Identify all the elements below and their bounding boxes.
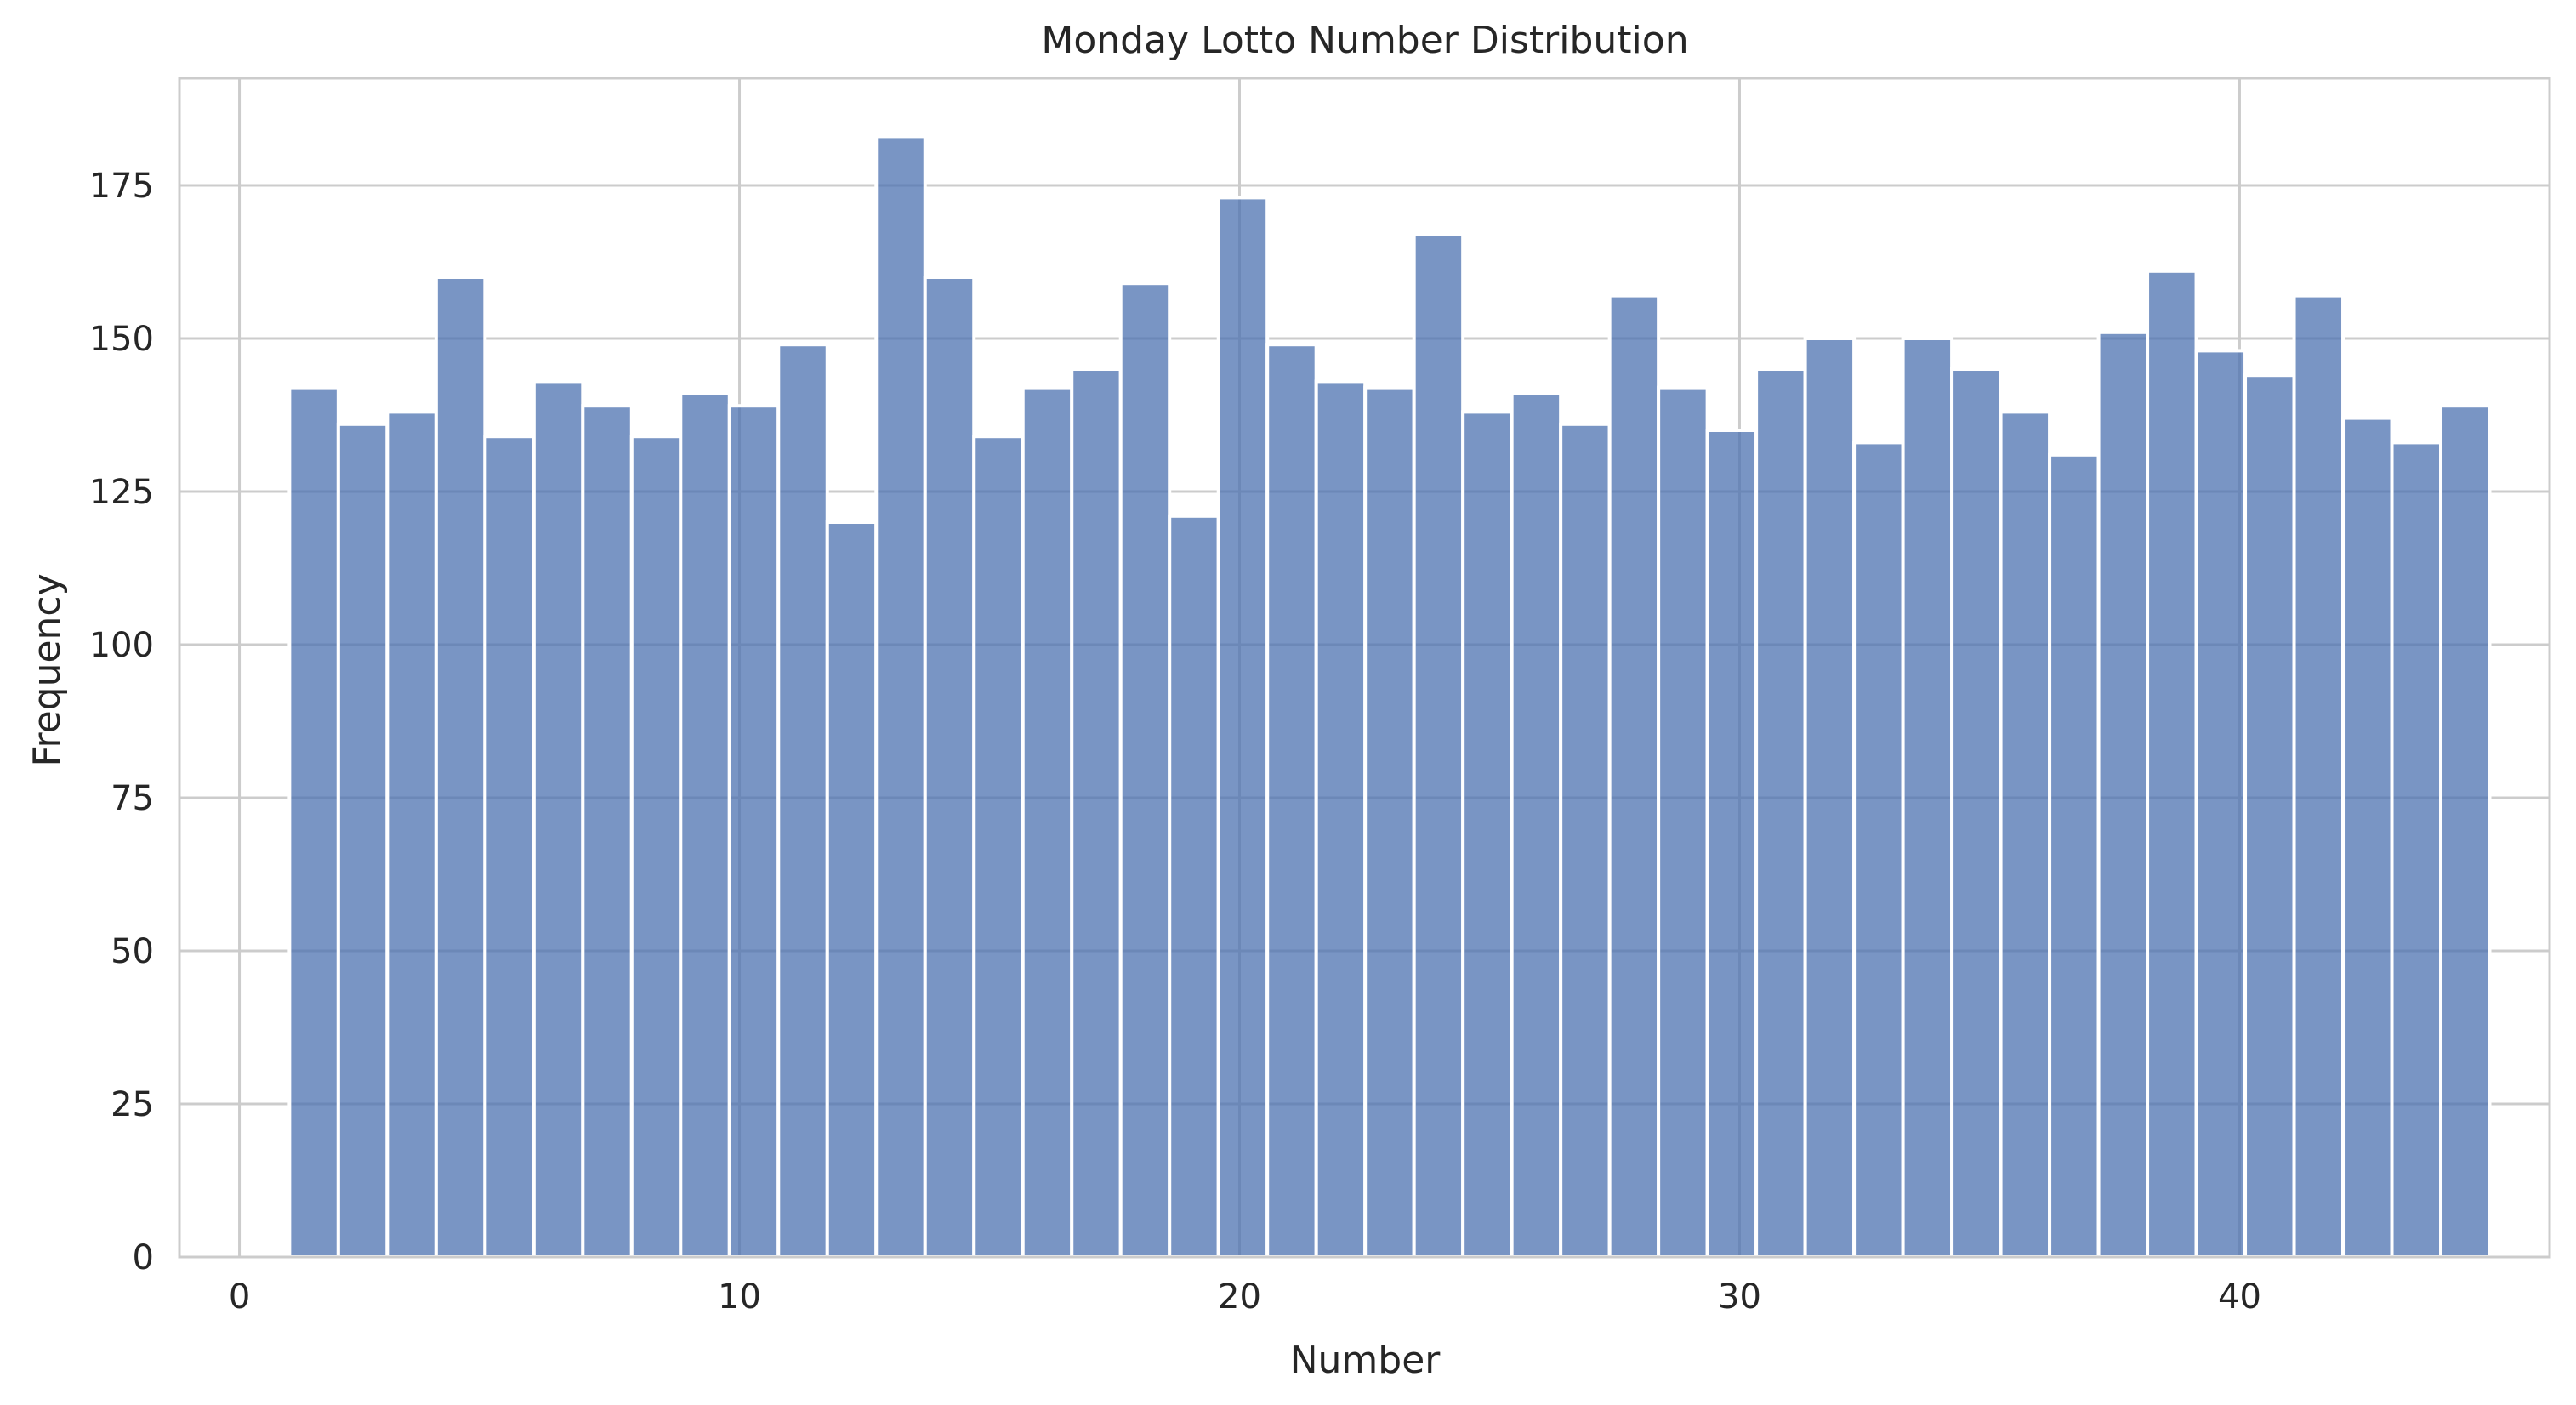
histogram-bar bbox=[874, 134, 927, 1259]
histogram-bar bbox=[727, 404, 781, 1259]
histogram-bar bbox=[581, 404, 634, 1259]
y-tick-label: 25 bbox=[111, 1085, 154, 1124]
y-tick-label: 175 bbox=[89, 167, 154, 206]
histogram-bar bbox=[2194, 349, 2248, 1259]
histogram-bar bbox=[1118, 282, 1172, 1260]
histogram-bar bbox=[1070, 367, 1123, 1259]
histogram-bar bbox=[1607, 293, 1661, 1260]
histogram-bar bbox=[1216, 196, 1270, 1259]
x-tick-label: 40 bbox=[2218, 1277, 2261, 1317]
y-axis-label: Frequency bbox=[26, 573, 69, 766]
y-tick-label: 150 bbox=[89, 320, 154, 359]
chart-title: Monday Lotto Number Distribution bbox=[1041, 19, 1688, 62]
histogram-bar bbox=[1754, 367, 1807, 1259]
bar-layer bbox=[287, 134, 2492, 1260]
histogram-bar bbox=[1852, 441, 1905, 1259]
plot-frame bbox=[178, 77, 2551, 1259]
histogram-bar bbox=[923, 276, 976, 1259]
histogram-bar bbox=[385, 410, 438, 1259]
histogram-bar bbox=[1950, 367, 2003, 1259]
tick-layer: 0 25 50 75 100 125 150 175 0 10 20 30 40 bbox=[89, 167, 2261, 1317]
histogram-bar bbox=[1803, 337, 1857, 1259]
histogram-bar bbox=[287, 385, 340, 1260]
histogram-bar bbox=[1314, 379, 1368, 1259]
histogram-bar bbox=[2048, 452, 2101, 1259]
histogram-bar bbox=[483, 435, 536, 1259]
histogram-bar bbox=[1265, 343, 1318, 1260]
histogram-bar bbox=[629, 435, 683, 1259]
histogram-bar bbox=[2341, 416, 2394, 1260]
x-tick-label: 30 bbox=[1718, 1277, 1761, 1317]
histogram-bar bbox=[1412, 232, 1465, 1260]
histogram-bar bbox=[434, 276, 487, 1259]
histogram-bar bbox=[532, 379, 585, 1259]
y-tick-label: 75 bbox=[111, 779, 154, 818]
histogram-bar bbox=[972, 435, 1025, 1259]
y-tick-label: 0 bbox=[133, 1238, 154, 1277]
x-axis-label: Number bbox=[1290, 1339, 1442, 1382]
histogram-bar bbox=[776, 343, 829, 1260]
histogram-bar bbox=[1999, 410, 2052, 1259]
histogram-bar bbox=[1363, 385, 1416, 1260]
histogram-bar bbox=[1021, 385, 1074, 1260]
y-tick-label: 50 bbox=[111, 932, 154, 971]
histogram-bar bbox=[2292, 293, 2346, 1260]
x-tick-label: 0 bbox=[229, 1277, 250, 1317]
y-tick-label: 100 bbox=[89, 626, 154, 665]
histogram-bar bbox=[1168, 514, 1220, 1259]
histogram-bar bbox=[1461, 410, 1514, 1259]
histogram-bar bbox=[336, 422, 390, 1259]
histogram-bar bbox=[2390, 441, 2443, 1259]
histogram-bar bbox=[2439, 404, 2492, 1259]
histogram-bar bbox=[1657, 385, 1709, 1260]
histogram-bar bbox=[2096, 330, 2150, 1259]
histogram-bar bbox=[2146, 269, 2198, 1259]
x-tick-label: 20 bbox=[1218, 1277, 1261, 1317]
histogram-bar bbox=[1705, 429, 1759, 1259]
histogram-bar bbox=[1510, 391, 1563, 1259]
histogram-bar bbox=[1559, 422, 1612, 1259]
histogram-bar bbox=[825, 520, 879, 1259]
histogram-bar bbox=[2243, 373, 2296, 1260]
histogram-bar bbox=[679, 391, 731, 1259]
x-tick-label: 10 bbox=[718, 1277, 761, 1317]
histogram-bar bbox=[1901, 337, 1954, 1259]
y-tick-label: 125 bbox=[89, 473, 154, 512]
